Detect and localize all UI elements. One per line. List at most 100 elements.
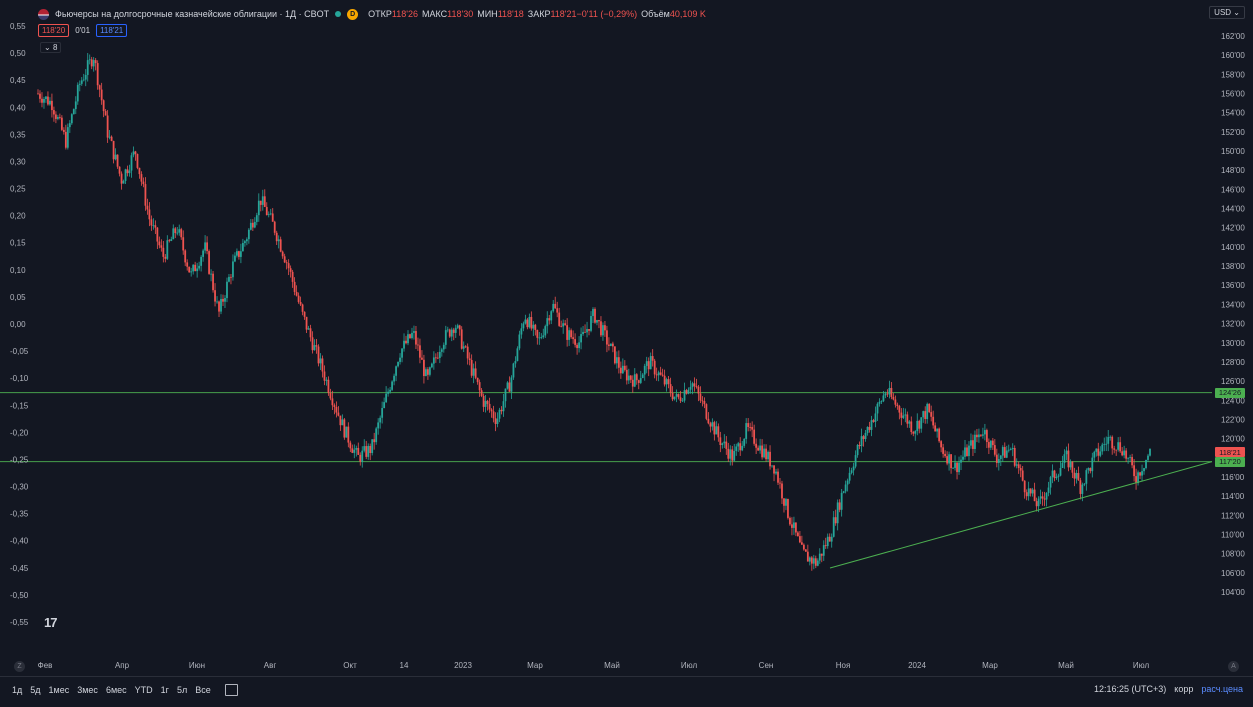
left-axis-tick: 0,05 (10, 293, 26, 302)
right-axis-tick: 140'00 (1221, 243, 1245, 252)
candle-body (208, 251, 210, 274)
candle-body (1025, 492, 1028, 497)
candle-body (982, 434, 984, 436)
range-button[interactable]: 6мес (105, 685, 127, 695)
trendline[interactable] (829, 461, 1213, 569)
candle-body (343, 419, 346, 438)
candle-body (43, 99, 45, 103)
settle-price-button[interactable]: расч.цена (1201, 684, 1243, 694)
range-button[interactable]: Все (195, 685, 211, 695)
candle-body (852, 466, 855, 471)
candle-body (659, 372, 662, 375)
candle-body (1099, 451, 1102, 456)
candle-body (383, 402, 386, 409)
candle-body (204, 242, 206, 251)
candle-body (353, 449, 356, 453)
candle-body (1083, 483, 1086, 485)
x-axis-tick: Мар (982, 661, 998, 670)
candle-body (942, 447, 945, 454)
left-axis-tick: 0,00 (10, 320, 26, 329)
candle-body (160, 245, 163, 248)
range-button[interactable]: YTD (134, 685, 153, 695)
range-button[interactable]: 1г (160, 685, 169, 695)
candle-body (713, 422, 716, 435)
candle-body (703, 401, 706, 405)
candle-body (1143, 468, 1145, 472)
candle-body (574, 339, 577, 345)
buy-button[interactable]: 118'21 (96, 24, 128, 37)
candle-body (409, 334, 411, 338)
right-axis-tick: 146'00 (1221, 185, 1245, 194)
currency-select[interactable]: USD ⌄ (1209, 6, 1245, 19)
candle-body (1051, 470, 1054, 478)
ohlc-label: Объём (641, 9, 670, 19)
candle-body (472, 368, 475, 376)
candle-body (1023, 480, 1026, 493)
range-button[interactable]: 1мес (48, 685, 70, 695)
range-button[interactable]: 5л (176, 685, 188, 695)
candle-body (1081, 484, 1084, 494)
right-axis-tick: 162'00 (1221, 32, 1245, 41)
candle-body (661, 374, 664, 376)
ohlc-value: 118'30 (447, 9, 474, 19)
candle-body (769, 451, 771, 467)
right-axis-tick: 114'00 (1221, 492, 1245, 501)
candle-body (417, 344, 419, 346)
x-axis-tick: Май (1058, 661, 1074, 670)
candle-body (866, 426, 869, 433)
sell-button[interactable]: 118'20 (38, 24, 70, 37)
candle-body (172, 228, 175, 240)
candle-body (357, 447, 360, 455)
candle-body (999, 455, 1002, 460)
currency-label: USD (1214, 8, 1232, 17)
candle-body (273, 221, 276, 233)
candle-body (1079, 480, 1082, 494)
candle-body (747, 423, 750, 427)
candle-body (643, 365, 646, 375)
x-axis-tick: Окт (343, 661, 357, 670)
indicators-toggle-button[interactable]: ⌄ 8 (40, 42, 62, 53)
candle-body (723, 441, 726, 444)
candle-body (426, 369, 429, 375)
right-axis-tick: 106'00 (1221, 569, 1245, 578)
range-button[interactable]: 5д (30, 685, 41, 695)
candle-body (705, 404, 708, 419)
candle-body (421, 357, 423, 360)
candle-body (711, 422, 714, 427)
corr-button[interactable]: корр (1174, 684, 1194, 694)
candle-body (538, 337, 541, 339)
scroll-right-icon[interactable]: A (1228, 661, 1239, 672)
candle-body (66, 127, 69, 148)
candle-body (51, 100, 53, 111)
candle-body (474, 368, 477, 378)
candle-body (657, 372, 660, 376)
range-button[interactable]: 3мес (77, 685, 98, 695)
bottom-toolbar: 1д 5д 1мес 3мес 6мес YTD 1г 5л Все 12:16:25 (UTC… (0, 676, 1253, 703)
candle-body (816, 560, 819, 566)
ohlc-values: ОТКР118'26 МАКС118'30 МИН118'18 ЗАКР118'21−… (364, 9, 706, 19)
right-axis-tick: 110'00 (1221, 530, 1245, 539)
candle-body (687, 389, 690, 394)
calendar-icon[interactable] (224, 684, 238, 696)
candle-body (727, 448, 730, 459)
candle-body (1105, 443, 1108, 445)
candle-body (600, 321, 602, 336)
candle-body (271, 213, 274, 222)
candle-body (761, 445, 763, 458)
candle-body (745, 423, 748, 439)
candle-body (1149, 448, 1151, 456)
symbol-title[interactable]: Фьючерсы на долгосрочные казначейские об… (55, 9, 330, 19)
scroll-left-icon[interactable]: Z (14, 661, 25, 672)
candle-body (767, 451, 769, 460)
candle-body (846, 480, 849, 485)
candle-body (309, 328, 312, 338)
candle-body (510, 377, 513, 392)
candle-body (148, 209, 151, 220)
candle-body (470, 360, 473, 376)
range-button[interactable]: 1д (12, 685, 23, 695)
candle-body (645, 361, 648, 366)
candle-body (785, 499, 787, 506)
candle-body (166, 240, 169, 259)
